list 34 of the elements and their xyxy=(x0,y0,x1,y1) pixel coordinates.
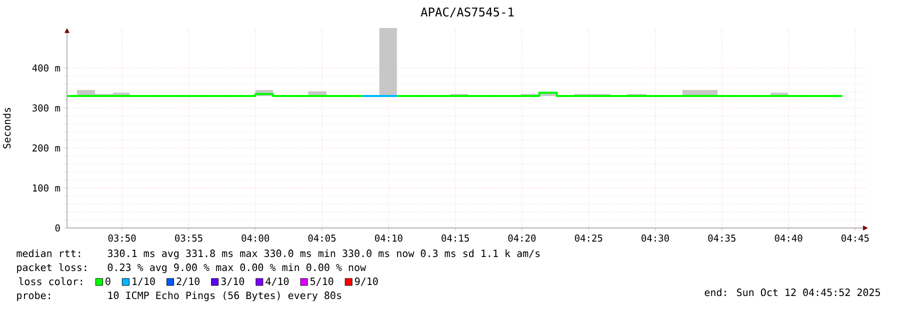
legend-label: 3/10 xyxy=(221,278,244,286)
text: 0.23 % avg 9.00 % max 0.00 % min 0.00 % now xyxy=(108,263,366,274)
x-tick-label: 04:15 xyxy=(442,234,469,242)
x-tick-label: 04:00 xyxy=(242,234,270,242)
text: end: Sun Oct 12 04:45:52 2025 xyxy=(704,288,880,296)
y-axis-title: Seconds xyxy=(2,108,11,148)
x-tick-label: 04:25 xyxy=(574,234,602,242)
y-tick-label: 400 m xyxy=(32,64,60,72)
x-tick-label: 04:10 xyxy=(375,234,402,242)
x-tick-label: 04:40 xyxy=(774,234,802,242)
text: packet loss: xyxy=(17,263,86,274)
x-tick-label: 04:20 xyxy=(508,234,536,242)
x-tick-label: 04:05 xyxy=(308,234,336,242)
y-tick-label: 0 xyxy=(55,224,60,232)
chart-title: APAC/AS7545-1 xyxy=(420,7,514,18)
x-tick-label: 04:45 xyxy=(842,234,869,242)
legend-label: 5/10 xyxy=(310,278,334,286)
text: probe: xyxy=(17,291,50,302)
x-tick-label: 03:50 xyxy=(108,234,136,242)
x-tick-label: 04:30 xyxy=(642,234,669,242)
x-tick-label: 04:35 xyxy=(708,234,736,242)
x-tick-label: 03:55 xyxy=(175,234,202,242)
y-tick-label: 200 m xyxy=(32,144,60,152)
y-tick-label: 100 m xyxy=(33,184,60,192)
legend-label: 1/10 xyxy=(132,278,155,286)
legend-label: 2/10 xyxy=(176,278,200,286)
legend-label: 4/10 xyxy=(266,278,289,286)
text: 10 ICMP Echo Pings (56 Bytes) every 80s xyxy=(108,291,341,302)
legend-title: loss color: xyxy=(19,277,82,286)
text: 330.1 ms avg 331.8 ms max 330.0 ms min 330.0 ms now 0.3 ms sd 1.1 k am/s xyxy=(108,249,540,260)
legend-label: 9/10 xyxy=(354,278,378,286)
y-tick-label: 300 m xyxy=(32,104,60,112)
text: median rtt: xyxy=(16,249,80,258)
legend-label: 0 xyxy=(106,278,110,286)
